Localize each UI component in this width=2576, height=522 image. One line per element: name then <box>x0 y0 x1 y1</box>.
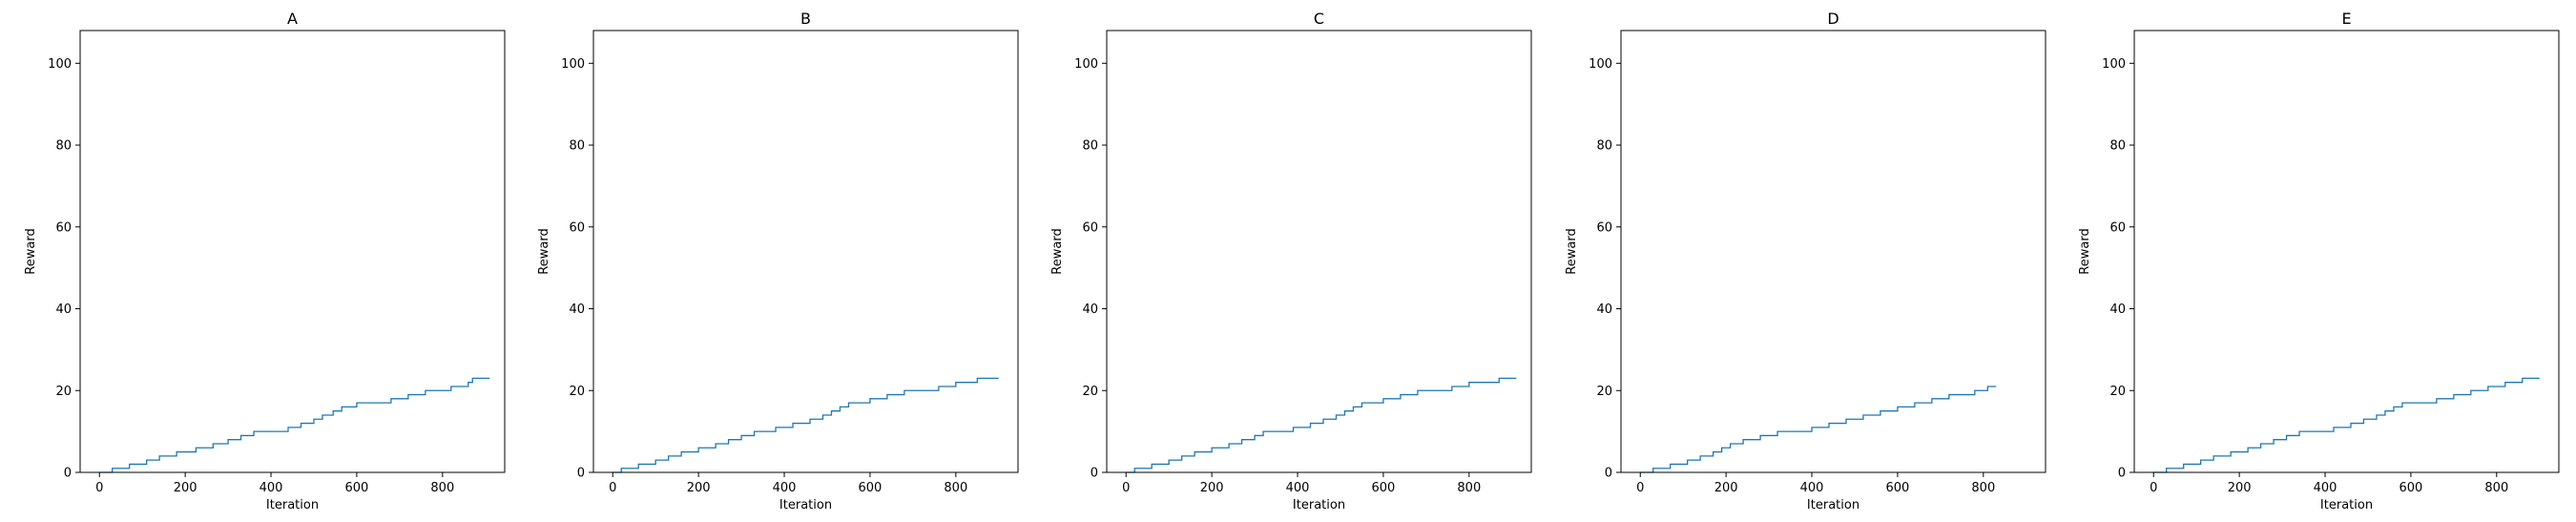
x-tick-label: 800 <box>430 481 454 495</box>
x-tick-label: 400 <box>2314 481 2337 495</box>
x-axis-label: Iteration <box>779 498 832 512</box>
y-tick-label: 80 <box>1082 139 1098 154</box>
y-tick-label: 0 <box>1605 467 1612 481</box>
axes-frame <box>2133 30 2560 473</box>
y-tick-label: 20 <box>2109 385 2126 399</box>
reward-step-line <box>613 377 999 473</box>
y-tick-label: 20 <box>55 385 72 399</box>
y-tick-label: 0 <box>577 467 585 481</box>
x-tick-label: 0 <box>2150 481 2157 495</box>
x-axis-label: Iteration <box>2320 498 2373 512</box>
reward-step-line <box>1126 377 1517 473</box>
x-axis-label: Iteration <box>1807 498 1859 512</box>
x-tick-label: 0 <box>1122 481 1130 495</box>
subplot-c: C 0 200 400 600 800 0 20 40 60 80 100 Iteration Rewar… <box>1050 10 1532 512</box>
subplot-e: E 0 200 400 600 800 0 20 40 60 80 100 Iteration Rewar… <box>2078 10 2560 512</box>
y-tick-label: 60 <box>1082 220 1098 235</box>
x-tick-label: 800 <box>944 481 967 495</box>
x-tick-label: 200 <box>2228 481 2252 495</box>
y-axis-label: Reward <box>2078 228 2092 274</box>
y-tick-label: 40 <box>1082 303 1098 317</box>
subplot-a: A 0 200 400 600 800 0 20 40 60 80 100 Iteration Rewar… <box>24 10 506 512</box>
subplot-title: E <box>2341 10 2351 28</box>
axes-frame <box>592 30 1019 473</box>
x-tick-label: 600 <box>345 481 369 495</box>
x-tick-label: 400 <box>773 481 797 495</box>
subplot-d: D 0 200 400 600 800 0 20 40 60 80 100 Iteration Rewar… <box>1565 10 2046 512</box>
y-axis-label: Reward <box>537 228 551 274</box>
subplot-title: D <box>1827 10 1839 28</box>
subplot-b: B 0 200 400 600 800 0 20 40 60 80 100 Iteration Rewar… <box>537 10 1019 512</box>
y-tick-label: 60 <box>2109 220 2126 235</box>
reward-step-line <box>1640 386 1997 473</box>
x-tick-label: 400 <box>1800 481 1824 495</box>
x-tick-label: 200 <box>687 481 711 495</box>
subplot-title: B <box>800 10 811 28</box>
y-tick-label: 100 <box>48 57 72 72</box>
x-tick-label: 600 <box>2399 481 2423 495</box>
axes-frame <box>1620 30 2046 473</box>
x-tick-label: 0 <box>609 481 616 495</box>
y-axis-label: Reward <box>24 228 38 274</box>
y-tick-label: 80 <box>55 139 72 154</box>
y-tick-label: 100 <box>1074 57 1098 72</box>
y-axis-label: Reward <box>1050 228 1065 274</box>
x-axis-label: Iteration <box>266 498 319 512</box>
y-tick-label: 40 <box>1596 303 1612 317</box>
y-tick-label: 40 <box>2109 303 2126 317</box>
x-tick-label: 0 <box>1636 481 1644 495</box>
x-axis-label: Iteration <box>1293 498 1345 512</box>
y-tick-label: 20 <box>569 385 585 399</box>
x-tick-label: 800 <box>1457 481 1481 495</box>
x-tick-label: 800 <box>2484 481 2508 495</box>
reward-step-line <box>99 377 490 473</box>
y-tick-label: 60 <box>55 220 72 235</box>
y-tick-label: 20 <box>1596 385 1612 399</box>
x-tick-label: 600 <box>1886 481 1910 495</box>
y-tick-label: 80 <box>569 139 585 154</box>
reward-step-line <box>2153 377 2540 473</box>
subplot-title: A <box>287 10 298 28</box>
y-tick-label: 80 <box>1596 139 1612 154</box>
x-tick-label: 600 <box>859 481 883 495</box>
axes-frame <box>79 30 506 473</box>
x-tick-label: 800 <box>1971 481 1995 495</box>
subplot-title: C <box>1314 10 1324 28</box>
x-tick-label: 200 <box>1200 481 1224 495</box>
x-tick-label: 600 <box>1372 481 1396 495</box>
x-tick-label: 200 <box>174 481 197 495</box>
y-tick-label: 100 <box>1589 57 1612 72</box>
y-tick-label: 40 <box>55 303 72 317</box>
x-tick-label: 0 <box>95 481 103 495</box>
x-tick-label: 200 <box>1714 481 1738 495</box>
x-tick-label: 400 <box>1286 481 1310 495</box>
y-tick-label: 40 <box>569 303 585 317</box>
y-tick-label: 80 <box>2109 139 2126 154</box>
y-tick-label: 100 <box>561 57 585 72</box>
x-tick-label: 400 <box>260 481 283 495</box>
y-tick-label: 0 <box>1091 467 1098 481</box>
y-tick-label: 20 <box>1082 385 1098 399</box>
y-axis-label: Reward <box>1565 228 1579 274</box>
y-tick-label: 0 <box>64 467 72 481</box>
y-tick-label: 60 <box>1596 220 1612 235</box>
y-tick-label: 60 <box>569 220 585 235</box>
y-tick-label: 0 <box>2118 467 2126 481</box>
axes-frame <box>1106 30 1532 473</box>
y-tick-label: 100 <box>2102 57 2126 72</box>
